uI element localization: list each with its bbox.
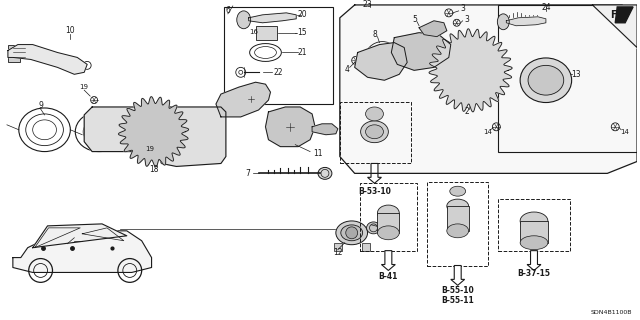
Bar: [255, 26, 277, 40]
Polygon shape: [355, 43, 407, 80]
Bar: [334, 243, 342, 251]
Polygon shape: [615, 7, 633, 23]
Ellipse shape: [378, 205, 399, 221]
Ellipse shape: [378, 226, 399, 240]
Polygon shape: [312, 124, 338, 135]
Ellipse shape: [336, 221, 367, 245]
Circle shape: [536, 70, 556, 90]
Ellipse shape: [365, 107, 383, 121]
Bar: [340, 102, 411, 164]
Text: 7: 7: [246, 169, 251, 178]
Text: 21: 21: [298, 48, 307, 57]
Ellipse shape: [450, 186, 466, 196]
Bar: [447, 206, 468, 231]
Text: 12: 12: [333, 248, 342, 257]
Text: B-55-10: B-55-10: [442, 286, 474, 295]
Polygon shape: [266, 107, 315, 147]
Ellipse shape: [237, 11, 251, 29]
Ellipse shape: [365, 125, 383, 139]
Polygon shape: [84, 107, 226, 166]
Circle shape: [369, 127, 380, 137]
Text: 2: 2: [464, 108, 469, 116]
Text: 19: 19: [80, 84, 89, 90]
Bar: [378, 213, 399, 233]
Bar: [520, 221, 548, 243]
Text: B-37-15: B-37-15: [518, 269, 550, 278]
Polygon shape: [33, 224, 127, 248]
Text: 23: 23: [363, 0, 372, 10]
Text: 17: 17: [379, 221, 388, 230]
Polygon shape: [367, 164, 381, 183]
Ellipse shape: [528, 65, 564, 95]
Text: 13: 13: [571, 70, 580, 79]
Circle shape: [148, 126, 159, 138]
Text: 3: 3: [464, 15, 469, 24]
Text: 5: 5: [413, 15, 417, 24]
Text: B-41: B-41: [379, 272, 398, 281]
Circle shape: [463, 62, 479, 78]
Polygon shape: [419, 21, 447, 37]
Text: FR.: FR.: [610, 10, 628, 20]
Circle shape: [346, 227, 358, 239]
Ellipse shape: [447, 199, 468, 213]
Text: 3: 3: [460, 4, 465, 13]
Text: 16: 16: [250, 29, 259, 35]
Polygon shape: [506, 17, 546, 26]
Text: 20: 20: [298, 10, 307, 19]
Text: 14: 14: [621, 129, 630, 135]
Text: 6: 6: [226, 6, 231, 15]
Text: 10: 10: [65, 26, 75, 35]
Polygon shape: [249, 13, 296, 23]
Bar: [427, 182, 488, 266]
Bar: [360, 183, 417, 251]
Text: 8: 8: [372, 30, 377, 39]
Ellipse shape: [447, 224, 468, 238]
Ellipse shape: [367, 222, 380, 234]
Text: 4: 4: [344, 65, 349, 74]
Text: 19: 19: [145, 146, 154, 152]
Polygon shape: [451, 266, 465, 285]
Bar: [362, 243, 369, 251]
Polygon shape: [216, 82, 271, 117]
Ellipse shape: [520, 58, 572, 102]
Polygon shape: [527, 251, 541, 270]
Polygon shape: [13, 231, 152, 272]
Bar: [499, 199, 570, 251]
Text: 22: 22: [274, 68, 283, 77]
Polygon shape: [340, 5, 637, 173]
Text: 15: 15: [298, 28, 307, 37]
Polygon shape: [381, 251, 396, 270]
Text: 18: 18: [149, 165, 158, 174]
Ellipse shape: [318, 167, 332, 179]
Ellipse shape: [520, 212, 548, 230]
Ellipse shape: [360, 121, 388, 143]
Text: B-55-11: B-55-11: [442, 296, 474, 305]
Polygon shape: [429, 29, 512, 112]
Text: 9: 9: [38, 101, 43, 110]
Text: B-53-10: B-53-10: [358, 187, 391, 196]
Polygon shape: [391, 33, 451, 70]
Polygon shape: [8, 44, 87, 74]
Ellipse shape: [520, 236, 548, 250]
Text: 11: 11: [313, 149, 323, 158]
Text: 14: 14: [483, 129, 492, 135]
Bar: [499, 5, 639, 152]
Ellipse shape: [341, 225, 363, 241]
Text: 24: 24: [541, 4, 550, 12]
Bar: [224, 7, 333, 104]
Text: SDN4B1100B: SDN4B1100B: [591, 309, 632, 315]
Polygon shape: [118, 97, 189, 167]
Bar: [8, 44, 20, 62]
Ellipse shape: [497, 14, 509, 30]
Polygon shape: [593, 5, 637, 48]
